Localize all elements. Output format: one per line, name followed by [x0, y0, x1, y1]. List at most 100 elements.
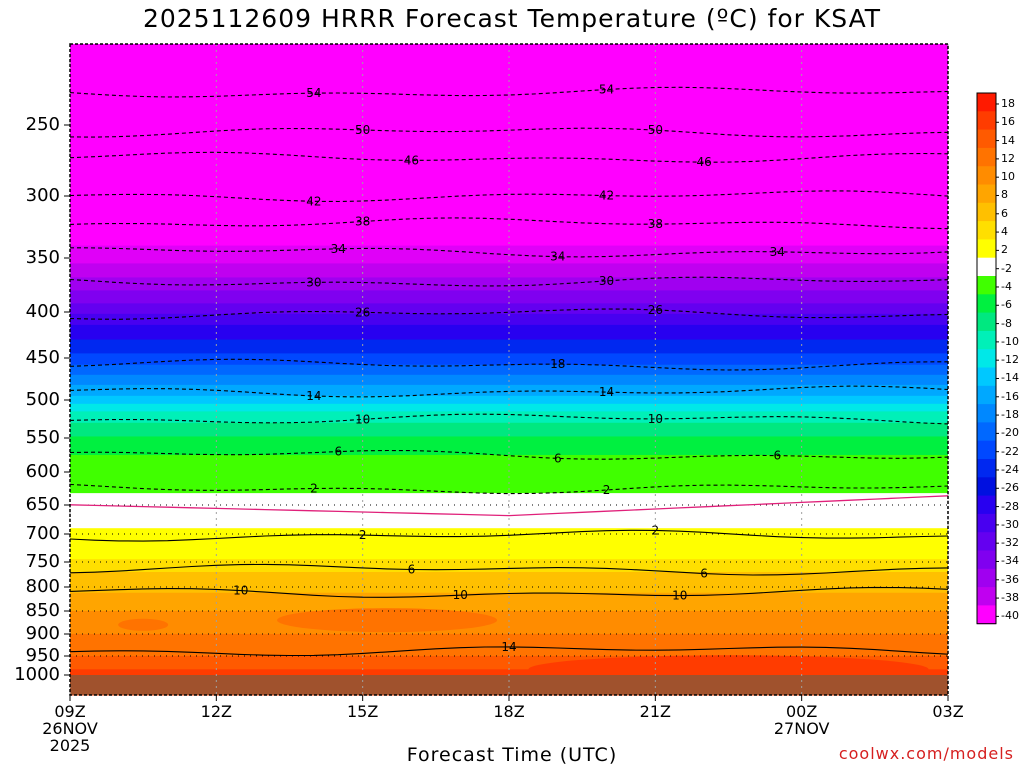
colorbar-label: 8: [1001, 188, 1008, 202]
isotherm-line: [69, 646, 949, 657]
colorbar-swatch: [977, 349, 996, 368]
temperature-band: [70, 364, 948, 376]
temperature-band: [70, 313, 948, 326]
colorbar-label: -36: [1001, 572, 1019, 586]
colorbar-label: -6: [1001, 298, 1012, 312]
y-tick-label: 300: [25, 185, 60, 206]
isotherm-label: 2: [603, 483, 611, 497]
colorbar-swatch: [977, 495, 996, 515]
colorbar-label: -12: [1001, 353, 1019, 367]
colorbar-label: -30: [1001, 517, 1019, 531]
isotherm-label: 6: [334, 445, 342, 459]
isotherm-label: 54: [599, 83, 614, 97]
colorbar-swatch: [977, 605, 996, 625]
colorbar-label: -14: [1001, 371, 1019, 385]
colorbar-swatch: [977, 385, 996, 405]
x-tick-label: 15Z: [346, 702, 379, 721]
colorbar-swatch: [977, 422, 996, 442]
colorbar-label: 6: [1001, 206, 1008, 220]
colorbar-label: -34: [1001, 554, 1019, 568]
isotherm-label: 14: [599, 385, 614, 399]
colorbar-label: -40: [1001, 609, 1019, 623]
temperature-band: [70, 353, 948, 366]
colorbar-swatch: [977, 440, 996, 460]
colorbar-label: -26: [1001, 481, 1019, 495]
isotherm-label: 54: [306, 86, 321, 100]
colorbar-label: 12: [1001, 151, 1015, 165]
isotherm-label: 6: [554, 451, 562, 465]
isotherm-label: 34: [770, 245, 785, 259]
isotherm-label: 46: [696, 155, 711, 169]
y-tick-label: 800: [25, 576, 60, 597]
colorbar-swatch: [977, 184, 996, 204]
isotherm-label: 10: [648, 412, 663, 426]
isotherm-label: 30: [599, 274, 614, 288]
colorbar-label: -38: [1001, 591, 1019, 605]
y-tick-label: 400: [25, 301, 60, 322]
isotherm-line: [69, 529, 949, 542]
colorbar-label: -32: [1001, 536, 1019, 550]
colorbar-swatch: [977, 587, 996, 606]
isotherm-label: 38: [355, 214, 370, 228]
colorbar-swatch: [977, 459, 996, 478]
colorbar-label: 10: [1001, 170, 1015, 184]
isotherm-label: 18: [550, 357, 565, 371]
colorbar-label: -8: [1001, 316, 1012, 330]
colorbar-label: -4: [1001, 279, 1012, 293]
colorbar-swatch: [977, 532, 996, 551]
colorbar-label: -20: [1001, 426, 1019, 440]
temperature-band: [70, 493, 948, 529]
colorbar-swatch: [977, 147, 996, 167]
temperature-band: [70, 572, 948, 594]
colorbar-swatch: [977, 477, 996, 497]
x-tick-label: 21Z: [639, 702, 671, 721]
colorbar-label: 2: [1001, 243, 1008, 257]
y-tick-label: 500: [25, 389, 60, 410]
isotherm-label: 2: [652, 523, 660, 537]
isotherm-label: 38: [648, 217, 663, 231]
colorbar-swatch: [977, 312, 996, 332]
isotherm-label: 30: [306, 275, 321, 289]
freezing-line: [69, 495, 949, 517]
colorbar-label: -18: [1001, 408, 1019, 422]
isotherm-label: 10: [355, 412, 370, 426]
x-tick-label: 12Z: [200, 702, 232, 721]
colorbar-swatch: [977, 330, 996, 350]
colorbar-label: -10: [1001, 334, 1019, 348]
isotherm-label: 10: [233, 584, 248, 598]
colorbar-swatch: [977, 202, 996, 222]
y-tick-label: 850: [25, 600, 60, 621]
colorbar-swatch: [977, 129, 996, 149]
y-tick-label: 900: [25, 623, 60, 644]
below-ground-area: [70, 675, 948, 695]
colorbar-swatch: [977, 276, 996, 295]
isotherm-label: 26: [648, 303, 663, 317]
warm-patch: [118, 618, 169, 631]
warm-patch: [277, 608, 498, 633]
isotherm-label: 46: [404, 153, 419, 167]
colorbar-frame: [976, 92, 997, 625]
y-tick-label: 250: [25, 114, 60, 135]
colorbar-label: 14: [1001, 133, 1015, 147]
colorbar-swatch: [977, 221, 996, 240]
isotherm-label: 2: [310, 481, 318, 495]
isotherm-label: 34: [331, 242, 346, 256]
colorbar-label: 4: [1001, 225, 1008, 239]
colorbar-swatch: [977, 166, 996, 185]
colorbar-swatch: [977, 568, 996, 588]
colorbar-swatch: [977, 404, 996, 423]
isotherm-label: 50: [648, 123, 663, 137]
y-tick-label: 750: [25, 551, 60, 572]
colorbar-swatch: [977, 93, 996, 112]
y-tick-label: 650: [25, 494, 60, 515]
colorbar-label: 16: [1001, 115, 1015, 129]
chart-title: 2025112609 HRRR Forecast Temperature (ºC…: [142, 4, 882, 33]
isotherm-label: 50: [355, 123, 370, 137]
isotherm-label: 26: [355, 305, 370, 319]
isotherm-line: [69, 563, 949, 576]
colorbar-label: -22: [1001, 444, 1019, 458]
credit-link[interactable]: coolwx.com/models: [838, 744, 1014, 763]
isotherm-label: 6: [700, 567, 708, 581]
isotherm-label: 10: [672, 589, 687, 603]
colorbar-label: -28: [1001, 499, 1019, 513]
